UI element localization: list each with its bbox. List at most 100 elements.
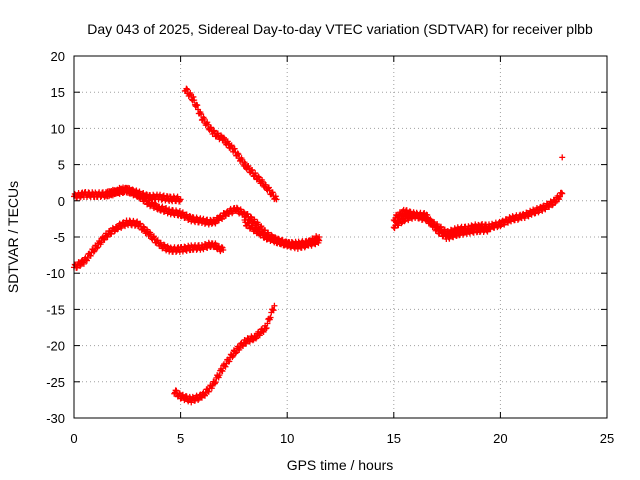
data-point [211, 127, 218, 134]
data-point [249, 166, 256, 173]
data-point [183, 211, 190, 218]
series-track-3 [71, 217, 227, 271]
data-point [233, 349, 240, 356]
data-point [403, 207, 410, 214]
data-point [217, 132, 224, 139]
y-tick-label: -30 [46, 411, 65, 426]
data-point [215, 243, 222, 250]
data-point [145, 197, 152, 204]
data-point [188, 399, 195, 406]
data-point [301, 244, 308, 251]
data-point [108, 230, 115, 237]
data-point [166, 206, 173, 213]
data-point [212, 379, 219, 386]
data-point [201, 392, 208, 399]
data-point [205, 121, 212, 128]
data-point [256, 174, 263, 181]
data-point [247, 213, 254, 220]
y-tick-label: -15 [46, 302, 65, 317]
series-track-5 [181, 85, 280, 203]
x-axis-label: GPS time / hours [287, 457, 394, 473]
data-point [558, 189, 565, 196]
y-tick-label: 10 [51, 121, 65, 136]
data-point [269, 189, 276, 196]
data-point [128, 187, 135, 194]
data-point [398, 220, 405, 227]
y-axis-label: SDTVAR / TECUs [5, 181, 21, 293]
data-point [546, 204, 553, 211]
data-point [229, 354, 236, 361]
data-point [272, 234, 279, 241]
data-point [296, 240, 303, 247]
data-point [94, 244, 101, 251]
data-point [271, 302, 278, 309]
data-point [505, 219, 512, 226]
data-point [438, 227, 445, 234]
data-point [190, 93, 197, 100]
data-point [553, 198, 560, 205]
data-point [93, 245, 100, 252]
data-point [186, 212, 193, 219]
data-point [391, 225, 398, 232]
data-point [131, 188, 138, 195]
data-point [263, 324, 270, 331]
data-point [222, 363, 229, 370]
x-tick-label: 20 [493, 431, 507, 446]
y-tick-label: 0 [58, 194, 65, 209]
data-point [409, 215, 416, 222]
data-point [265, 232, 272, 239]
data-point [252, 335, 259, 342]
data-point [192, 397, 199, 404]
data-point [240, 209, 247, 216]
data-point [216, 372, 223, 379]
data-point [220, 247, 227, 254]
data-point [497, 223, 504, 230]
data-point [514, 216, 521, 223]
data-point [90, 248, 97, 255]
data-point [262, 325, 269, 332]
data-point [428, 217, 435, 224]
data-point [246, 338, 253, 345]
data-point [177, 196, 184, 203]
data-point [248, 214, 255, 221]
data-point [264, 320, 271, 327]
data-point [312, 241, 319, 248]
data-point [232, 350, 239, 357]
data-point [205, 388, 212, 395]
data-point [204, 245, 211, 252]
data-point [219, 368, 226, 375]
data-point [252, 224, 259, 231]
data-point [231, 145, 238, 152]
data-point [221, 136, 228, 143]
data-point [240, 343, 247, 350]
data-point [198, 111, 205, 118]
x-tick-label: 25 [600, 431, 614, 446]
data-point [249, 337, 256, 344]
series-track-4 [241, 216, 323, 252]
data-point [116, 190, 123, 197]
data-point [251, 216, 258, 223]
data-point [395, 222, 402, 229]
y-tick-label: -25 [46, 375, 65, 390]
data-point [87, 252, 94, 259]
data-point [194, 102, 201, 109]
data-point [489, 220, 496, 227]
data-point [235, 151, 242, 158]
data-point [249, 222, 256, 229]
data-point [77, 263, 84, 270]
data-point [255, 173, 262, 180]
y-tick-label: -5 [53, 230, 65, 245]
data-point [267, 314, 274, 321]
data-point [418, 214, 425, 221]
data-point [226, 358, 233, 365]
data-point [183, 85, 190, 92]
data-point [233, 204, 240, 211]
data-point [80, 260, 87, 267]
data-point [133, 219, 140, 226]
data-point [258, 223, 265, 230]
data-point [286, 239, 293, 246]
data-point [191, 97, 198, 104]
data-point [149, 199, 156, 206]
data-point [161, 242, 168, 249]
